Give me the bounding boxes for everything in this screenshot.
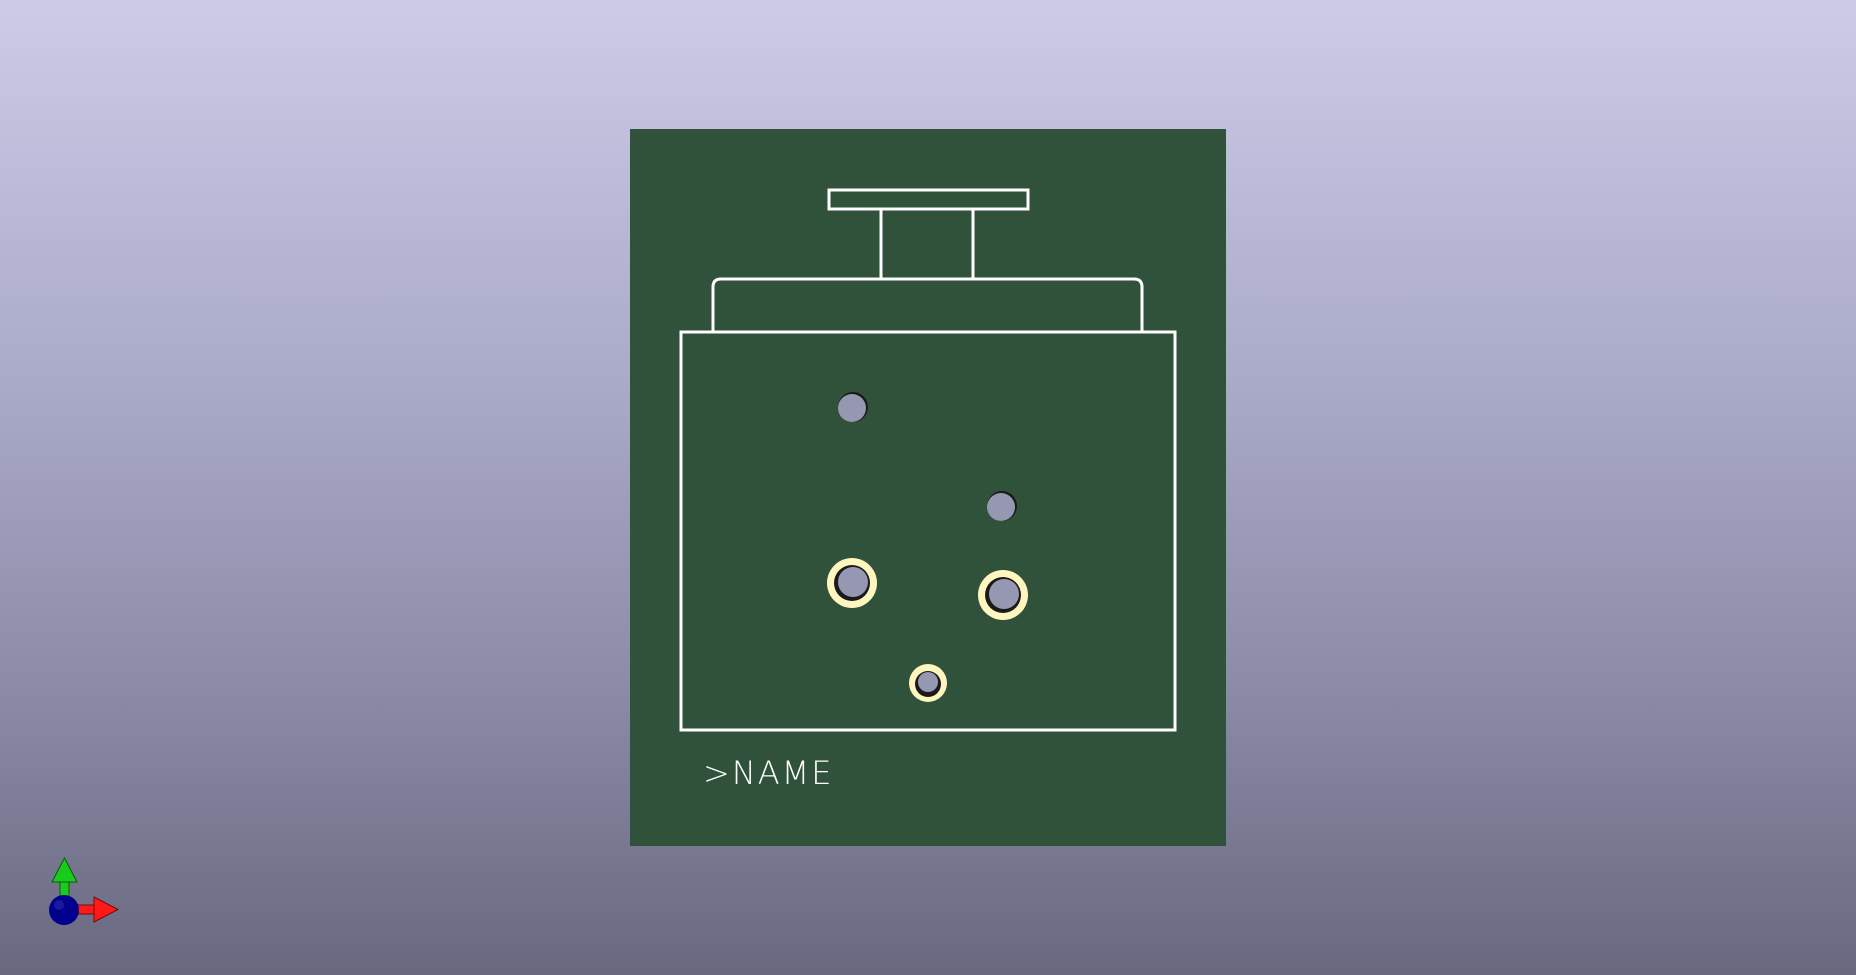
silkscreen-middle-body bbox=[711, 277, 1144, 332]
mounting-hole[interactable] bbox=[987, 491, 1017, 521]
mounting-hole[interactable] bbox=[838, 392, 868, 422]
silkscreen-top-tab bbox=[827, 188, 1030, 211]
pcb-board[interactable] bbox=[630, 129, 1226, 846]
xyz-axis-triad-icon bbox=[49, 856, 120, 925]
through-hole-pad[interactable] bbox=[909, 664, 947, 702]
through-hole-pad[interactable] bbox=[827, 558, 877, 608]
silkscreen-name-label: >NAME bbox=[703, 754, 833, 792]
through-hole-pad[interactable] bbox=[978, 570, 1028, 620]
silkscreen-main-outline bbox=[679, 330, 1177, 732]
